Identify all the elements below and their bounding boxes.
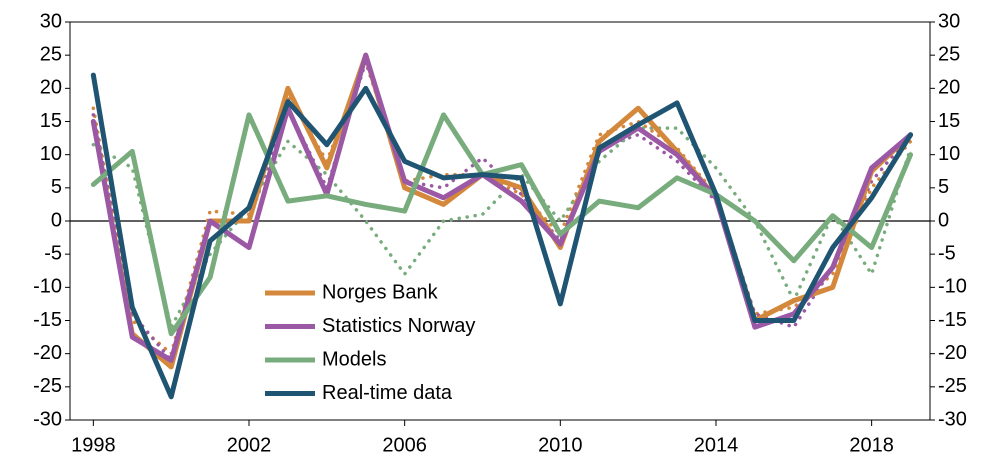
legend-label: Models bbox=[322, 348, 386, 370]
y-tick-label: -15 bbox=[33, 309, 62, 331]
line bbox=[90, 52, 914, 370]
legend-label: Norges Bank bbox=[322, 281, 439, 303]
x-tick-label: 1998 bbox=[71, 434, 116, 456]
y-tick-label: 25 bbox=[40, 43, 62, 65]
y-tick-label: 5 bbox=[51, 176, 62, 198]
y-tick-label: -5 bbox=[44, 242, 62, 264]
legend-label: Statistics Norway bbox=[322, 315, 475, 337]
x-tick-label: 2010 bbox=[538, 434, 583, 456]
dotted-line bbox=[91, 60, 913, 356]
y-tick-label: 30 bbox=[40, 10, 62, 32]
y2-tick-label: 10 bbox=[938, 143, 960, 165]
y2-tick-label: 15 bbox=[938, 110, 960, 132]
line bbox=[90, 52, 914, 363]
y2-tick-label: 5 bbox=[938, 176, 949, 198]
y2-tick-label: 0 bbox=[938, 209, 949, 231]
y-tick-label: -10 bbox=[33, 276, 62, 298]
y2-tick-label: -5 bbox=[938, 242, 956, 264]
y2-tick-label: -25 bbox=[938, 375, 967, 397]
x-tick-label: 2002 bbox=[227, 434, 272, 456]
y-tick-label: 20 bbox=[40, 77, 62, 99]
x-tick-label: 2006 bbox=[382, 434, 427, 456]
y-tick-label: -25 bbox=[33, 375, 62, 397]
y-tick-label: 10 bbox=[40, 143, 62, 165]
y-tick-label: -30 bbox=[33, 408, 62, 430]
x-tick-label: 2018 bbox=[849, 434, 894, 456]
y2-tick-label: -10 bbox=[938, 276, 967, 298]
y2-tick-label: -20 bbox=[938, 342, 967, 364]
y-tick-label: -20 bbox=[33, 342, 62, 364]
y2-tick-label: 30 bbox=[938, 10, 960, 32]
y-tick-label: 15 bbox=[40, 110, 62, 132]
y2-tick-label: -30 bbox=[938, 408, 967, 430]
plot-frame bbox=[69, 21, 931, 421]
y2-tick-label: 20 bbox=[938, 77, 960, 99]
x-tick-label: 2014 bbox=[694, 434, 739, 456]
y2-tick-label: -15 bbox=[938, 309, 967, 331]
line bbox=[90, 72, 914, 400]
legend-label: Real-time data bbox=[322, 382, 453, 404]
line bbox=[90, 112, 914, 337]
y-tick-label: 0 bbox=[51, 209, 62, 231]
y2-tick-label: 25 bbox=[938, 43, 960, 65]
